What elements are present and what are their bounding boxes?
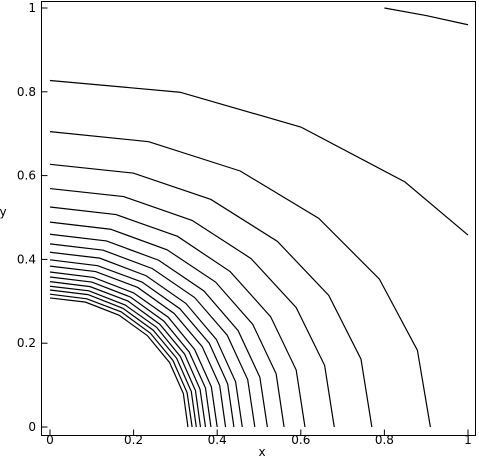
contour-line bbox=[49, 221, 285, 428]
contour-line bbox=[49, 293, 193, 428]
contour-line bbox=[49, 297, 189, 428]
y-tick-label: 0.6 bbox=[17, 169, 36, 183]
contour-line bbox=[49, 285, 202, 428]
x-tick-label: 0.6 bbox=[291, 433, 310, 447]
x-tick-label: 0.8 bbox=[375, 433, 394, 447]
contour-line bbox=[49, 265, 227, 428]
y-tick-label: 0.8 bbox=[17, 85, 36, 99]
x-tick-label: 0 bbox=[46, 433, 54, 447]
x-tick-label: 0.4 bbox=[208, 433, 227, 447]
contour-line bbox=[49, 79, 469, 236]
contour-line bbox=[49, 289, 197, 428]
contour-line bbox=[49, 276, 212, 428]
contour-line bbox=[49, 259, 235, 428]
y-tick-label: 0.2 bbox=[17, 336, 36, 350]
x-tick-label: 0.2 bbox=[124, 433, 143, 447]
contour-line bbox=[49, 187, 335, 428]
y-axis-label: y bbox=[0, 205, 7, 219]
y-tick-label: 1 bbox=[28, 1, 36, 15]
contour-line bbox=[49, 131, 431, 428]
contour-line bbox=[49, 281, 207, 428]
x-axis-label: x bbox=[258, 445, 265, 459]
contour-line bbox=[384, 7, 469, 26]
contour-line bbox=[49, 251, 243, 428]
contour-line bbox=[49, 233, 268, 428]
contour-line bbox=[49, 206, 306, 428]
contour-line bbox=[49, 243, 256, 428]
y-tick-label: 0.4 bbox=[17, 252, 36, 266]
x-tick-label: 1 bbox=[464, 433, 472, 447]
contour-line bbox=[49, 271, 218, 428]
contour-line bbox=[49, 163, 373, 428]
y-tick-label: 0 bbox=[28, 420, 36, 434]
plot-frame bbox=[41, 1, 476, 436]
